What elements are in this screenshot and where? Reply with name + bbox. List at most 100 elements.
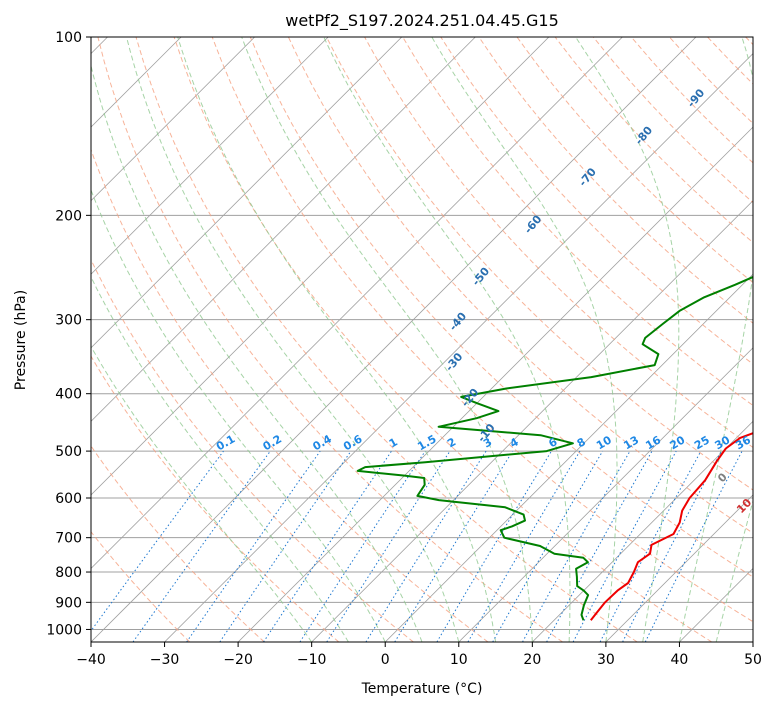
mixing-ratio-label: 4 [508, 435, 521, 450]
moist-adiabat-label: -60 [522, 212, 545, 236]
moist-adiabat-5 [91, 63, 423, 642]
dry-adiabat-180 [707, 37, 753, 85]
x-tick-label: −30 [150, 652, 180, 668]
moist-adiabat-label: -30 [443, 350, 466, 374]
moist-adiabat-25 [323, 37, 571, 642]
mixing-ratio-label: 13 [621, 433, 641, 452]
isotherm--60 [91, 37, 550, 496]
x-tick-label: 40 [671, 652, 689, 668]
mixing-ratio-label: 10 [594, 433, 614, 452]
dry-adiabat-80 [326, 37, 753, 491]
mixing-ratio-line-17 [644, 450, 743, 642]
mixing-ratio-label: 0.1 [214, 432, 237, 453]
y-tick-label: 1000 [46, 622, 82, 638]
plot-frame [90, 36, 754, 643]
dry-adiabat--10 [91, 355, 340, 642]
moist-adiabat-20 [241, 37, 533, 642]
dry-adiabat-110 [440, 37, 753, 365]
moist-adiabat-35 [575, 37, 680, 642]
isotherm--40 [91, 37, 697, 642]
dry-adiabat-150 [592, 37, 753, 204]
dry-adiabat--20 [91, 445, 265, 642]
mixing-ratio-line-5 [299, 450, 426, 642]
moist-adiabat-15 [177, 37, 497, 642]
dry-adiabat-20 [97, 37, 563, 642]
dry-adiabat--30 [91, 531, 191, 642]
dry-adiabat-120 [478, 37, 753, 324]
isotherm--100 [91, 37, 255, 202]
mixing-ratio-label: 0.6 [341, 432, 365, 453]
x-tick-label: 0 [381, 652, 390, 668]
isotherm--50 [91, 37, 623, 570]
axes: −40 −30 −20 −10 0 10 20 30 40 50 100 200 300 400 500 60… [46, 30, 762, 668]
y-tick-label: 800 [55, 565, 82, 581]
dry-adiabat-140 [554, 37, 753, 244]
mixing-ratio-label: 20 [668, 433, 688, 452]
dry-adiabat-60 [249, 37, 753, 578]
isotherm-40 [679, 567, 753, 642]
dry-adiabat-170 [669, 37, 753, 125]
mixing-ratio-label: 30 [713, 433, 733, 452]
dry-adiabat-label: 10 [734, 496, 754, 516]
data-series [356, 275, 753, 621]
y-tick-label: 400 [55, 387, 82, 403]
dry-adiabat-10 [91, 148, 489, 642]
dry-adiabat-label: 20 [757, 521, 775, 541]
y-tick-label: 500 [55, 444, 82, 460]
isotherm-50 [752, 641, 753, 642]
mixing-ratio-label: 0.4 [310, 432, 334, 453]
dry-adiabat-90 [364, 37, 753, 449]
dry-adiabat-190 [745, 37, 753, 46]
curve-labels: 0.1 0.2 0.4 0.6 1 1.5 2 3 4 6 8 10 13 16 20 25 30 3601020… [214, 44, 775, 541]
isotherm-10 [458, 347, 753, 642]
isotherm--30 [164, 52, 753, 642]
y-tick-label: 200 [55, 208, 82, 224]
mixing-ratio-label: 16 [643, 433, 663, 452]
moist-adiabat-label: -40 [447, 310, 470, 334]
mixing-ratio-label: 0.2 [261, 432, 284, 453]
mixing-ratio-line-9 [436, 450, 552, 642]
temperature-line [590, 432, 753, 621]
dry-adiabat-100 [402, 37, 753, 407]
mixing-ratio-line-0 [91, 450, 224, 632]
isotherm--80 [91, 37, 403, 349]
isotherm--20 [237, 126, 753, 642]
mixing-ratio-label: 1.5 [415, 432, 438, 453]
y-tick-label: 100 [55, 30, 82, 46]
mixing-ratio-line-4 [263, 450, 392, 642]
y-tick-label: 700 [55, 531, 82, 547]
background-grid [91, 37, 753, 642]
mixing-ratio-label: 1 [387, 435, 400, 450]
x-tick-label: 50 [744, 652, 762, 668]
moist-adiabat-label: -90 [685, 86, 708, 110]
moist-adiabat-45 [715, 498, 753, 642]
moist-adiabat-label: -100 [751, 44, 775, 74]
moist-adiabat-0 [91, 188, 386, 642]
dry-adiabat-130 [516, 37, 753, 284]
mixing-ratio-line-13 [546, 450, 653, 642]
x-axis-label: Temperature (°C) [361, 681, 483, 697]
x-tick-label: −40 [76, 652, 106, 668]
isotherm--10 [311, 200, 753, 642]
x-tick-label: 20 [523, 652, 541, 668]
x-tick-label: 30 [597, 652, 615, 668]
y-tick-label: 900 [55, 595, 82, 611]
dewpoint-line [356, 275, 753, 621]
mixing-ratio-line-8 [394, 450, 514, 642]
isotherm-0 [384, 273, 753, 642]
isotherm--90 [91, 37, 329, 275]
mixing-ratio-label: 8 [575, 435, 588, 450]
mixing-ratio-label: 36 [733, 433, 753, 452]
dry-adiabat-30 [135, 37, 638, 642]
dry-adiabat-0 [91, 258, 414, 642]
mixing-ratio-line-10 [467, 450, 581, 642]
moist-adiabat-30 [431, 37, 618, 642]
y-tick-label: 300 [55, 313, 82, 329]
mixing-ratio-line-2 [186, 450, 321, 642]
x-tick-label: −10 [297, 652, 327, 668]
mixing-ratio-line-14 [572, 450, 677, 642]
chart-title: wetPf2_S197.2024.251.04.45.G15 [285, 11, 559, 31]
x-tick-label: −20 [223, 652, 253, 668]
isotherm--70 [91, 37, 476, 422]
